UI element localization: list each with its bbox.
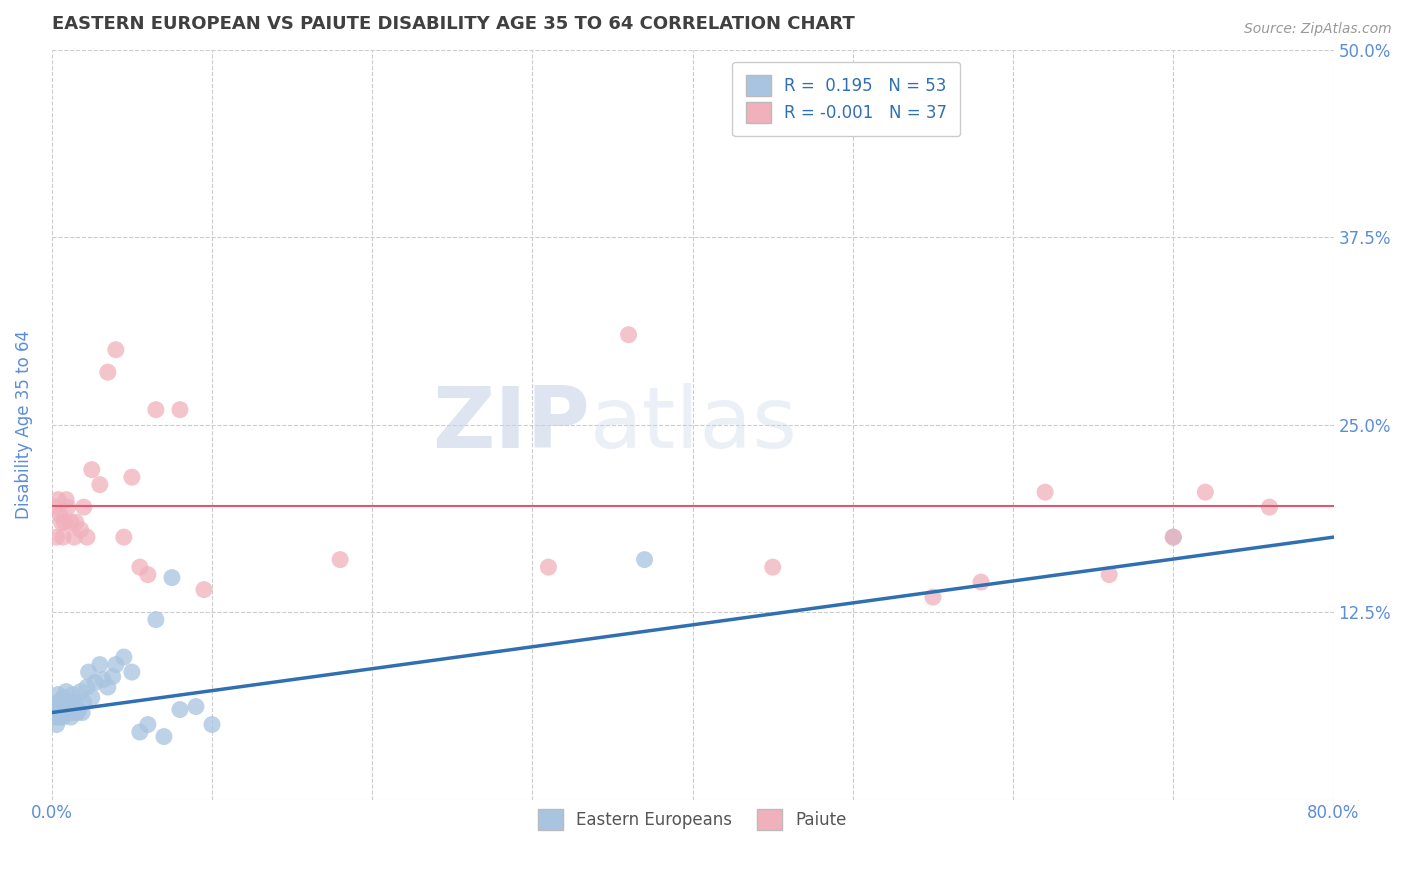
Point xyxy=(46,710,69,724)
Point xyxy=(73,500,96,515)
Point xyxy=(77,665,100,679)
Point xyxy=(112,650,135,665)
Point xyxy=(537,560,560,574)
Point xyxy=(73,695,96,709)
Point xyxy=(49,508,72,522)
Point xyxy=(101,669,124,683)
Point xyxy=(55,684,77,698)
Point xyxy=(53,515,76,529)
Point xyxy=(1098,567,1121,582)
Point xyxy=(56,706,79,720)
Text: atlas: atlas xyxy=(591,384,799,467)
Point xyxy=(112,530,135,544)
Point xyxy=(1161,530,1184,544)
Point xyxy=(62,706,84,720)
Point xyxy=(46,492,69,507)
Point xyxy=(66,706,89,720)
Legend: Eastern Europeans, Paiute: Eastern Europeans, Paiute xyxy=(531,803,853,836)
Point xyxy=(136,717,159,731)
Point xyxy=(65,515,87,529)
Point xyxy=(145,402,167,417)
Point xyxy=(44,500,66,515)
Point xyxy=(62,688,84,702)
Point xyxy=(56,500,79,515)
Point xyxy=(69,523,91,537)
Point xyxy=(145,613,167,627)
Point xyxy=(121,470,143,484)
Point xyxy=(121,665,143,679)
Text: ZIP: ZIP xyxy=(432,384,591,467)
Point xyxy=(762,560,785,574)
Point xyxy=(80,463,103,477)
Point xyxy=(136,567,159,582)
Point xyxy=(97,365,120,379)
Point xyxy=(169,702,191,716)
Point xyxy=(59,710,82,724)
Point xyxy=(46,695,69,709)
Point xyxy=(84,675,107,690)
Point xyxy=(52,690,75,705)
Point xyxy=(153,730,176,744)
Point xyxy=(184,699,207,714)
Point xyxy=(55,492,77,507)
Point xyxy=(45,717,67,731)
Point xyxy=(201,717,224,731)
Point xyxy=(63,530,86,544)
Point xyxy=(52,710,75,724)
Point xyxy=(89,477,111,491)
Text: Source: ZipAtlas.com: Source: ZipAtlas.com xyxy=(1244,22,1392,37)
Point xyxy=(46,688,69,702)
Point xyxy=(49,702,72,716)
Point xyxy=(53,702,76,716)
Point xyxy=(45,702,67,716)
Point xyxy=(193,582,215,597)
Point xyxy=(55,706,77,720)
Point xyxy=(970,575,993,590)
Point xyxy=(51,702,73,716)
Point xyxy=(70,706,93,720)
Point xyxy=(59,515,82,529)
Point xyxy=(58,699,80,714)
Point xyxy=(91,673,114,687)
Point xyxy=(1161,530,1184,544)
Point xyxy=(44,710,66,724)
Point xyxy=(329,552,352,566)
Point xyxy=(169,402,191,417)
Point xyxy=(59,695,82,709)
Point xyxy=(633,552,655,566)
Point xyxy=(128,560,150,574)
Point xyxy=(128,725,150,739)
Point xyxy=(63,702,86,716)
Point xyxy=(52,530,75,544)
Point xyxy=(1194,485,1216,500)
Point xyxy=(76,680,98,694)
Point xyxy=(1258,500,1281,515)
Point xyxy=(65,695,87,709)
Point xyxy=(51,515,73,529)
Point xyxy=(104,343,127,357)
Point xyxy=(89,657,111,672)
Point xyxy=(97,680,120,694)
Point xyxy=(922,590,945,604)
Point xyxy=(104,657,127,672)
Point xyxy=(1033,485,1056,500)
Text: EASTERN EUROPEAN VS PAIUTE DISABILITY AGE 35 TO 64 CORRELATION CHART: EASTERN EUROPEAN VS PAIUTE DISABILITY AG… xyxy=(52,15,855,33)
Point xyxy=(69,684,91,698)
Point xyxy=(80,690,103,705)
Point xyxy=(45,530,67,544)
Point xyxy=(52,699,75,714)
Y-axis label: Disability Age 35 to 64: Disability Age 35 to 64 xyxy=(15,330,32,519)
Point xyxy=(56,702,79,716)
Point xyxy=(67,702,90,716)
Point xyxy=(76,530,98,544)
Point xyxy=(53,695,76,709)
Point xyxy=(51,706,73,720)
Point xyxy=(617,327,640,342)
Point xyxy=(160,571,183,585)
Point xyxy=(49,695,72,709)
Point xyxy=(49,710,72,724)
